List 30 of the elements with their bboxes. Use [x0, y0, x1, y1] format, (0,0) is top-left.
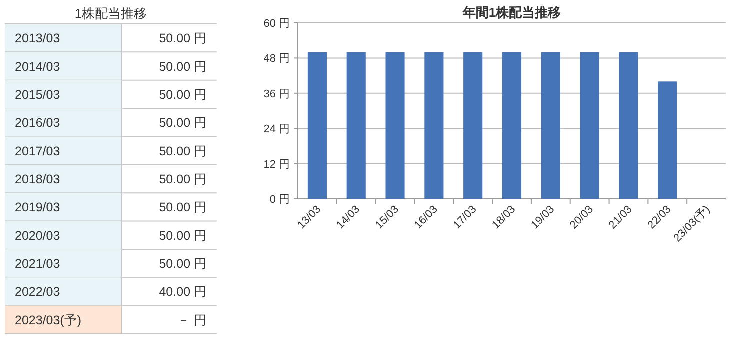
text: 50.00 円	[159, 60, 207, 74]
y-tick-label: 24 円	[264, 124, 290, 136]
y-tick-label: 48 円	[264, 53, 290, 66]
text: 50.00 円	[159, 88, 207, 102]
text: 50.00 円	[159, 32, 207, 46]
y-tick-label: 0 円	[270, 194, 290, 206]
text: 1株配当推移	[74, 6, 148, 21]
text: 50.00 円	[159, 144, 207, 158]
chart-title: 年間1株配当推移	[462, 5, 562, 20]
y-tick-label: 12 円	[264, 158, 290, 171]
category-label: 2023/03(予)	[15, 313, 82, 328]
text: 50.00 円	[159, 257, 207, 272]
text: － 円	[178, 313, 207, 328]
text: 50.00 円	[159, 228, 207, 243]
category-label: 2018/03	[15, 172, 60, 186]
category-label: 2014/03	[15, 60, 60, 74]
category-label: 2016/03	[15, 116, 60, 130]
category-label: 2019/03	[15, 200, 60, 215]
category-label: 2020/03	[15, 228, 60, 243]
text: 50.00 円	[159, 172, 207, 186]
category-label: 2013/03	[15, 32, 60, 46]
text: 50.00 円	[159, 200, 207, 215]
text: 40.00 円	[159, 285, 207, 300]
category-label: 2015/03	[15, 88, 60, 102]
y-tick-label: 60 円	[264, 18, 290, 30]
y-tick-label: 36 円	[264, 88, 290, 100]
category-label: 2021/03	[15, 257, 60, 272]
text: 50.00 円	[159, 116, 207, 130]
category-label: 2022/03	[15, 285, 60, 300]
category-label: 2017/03	[15, 144, 60, 158]
